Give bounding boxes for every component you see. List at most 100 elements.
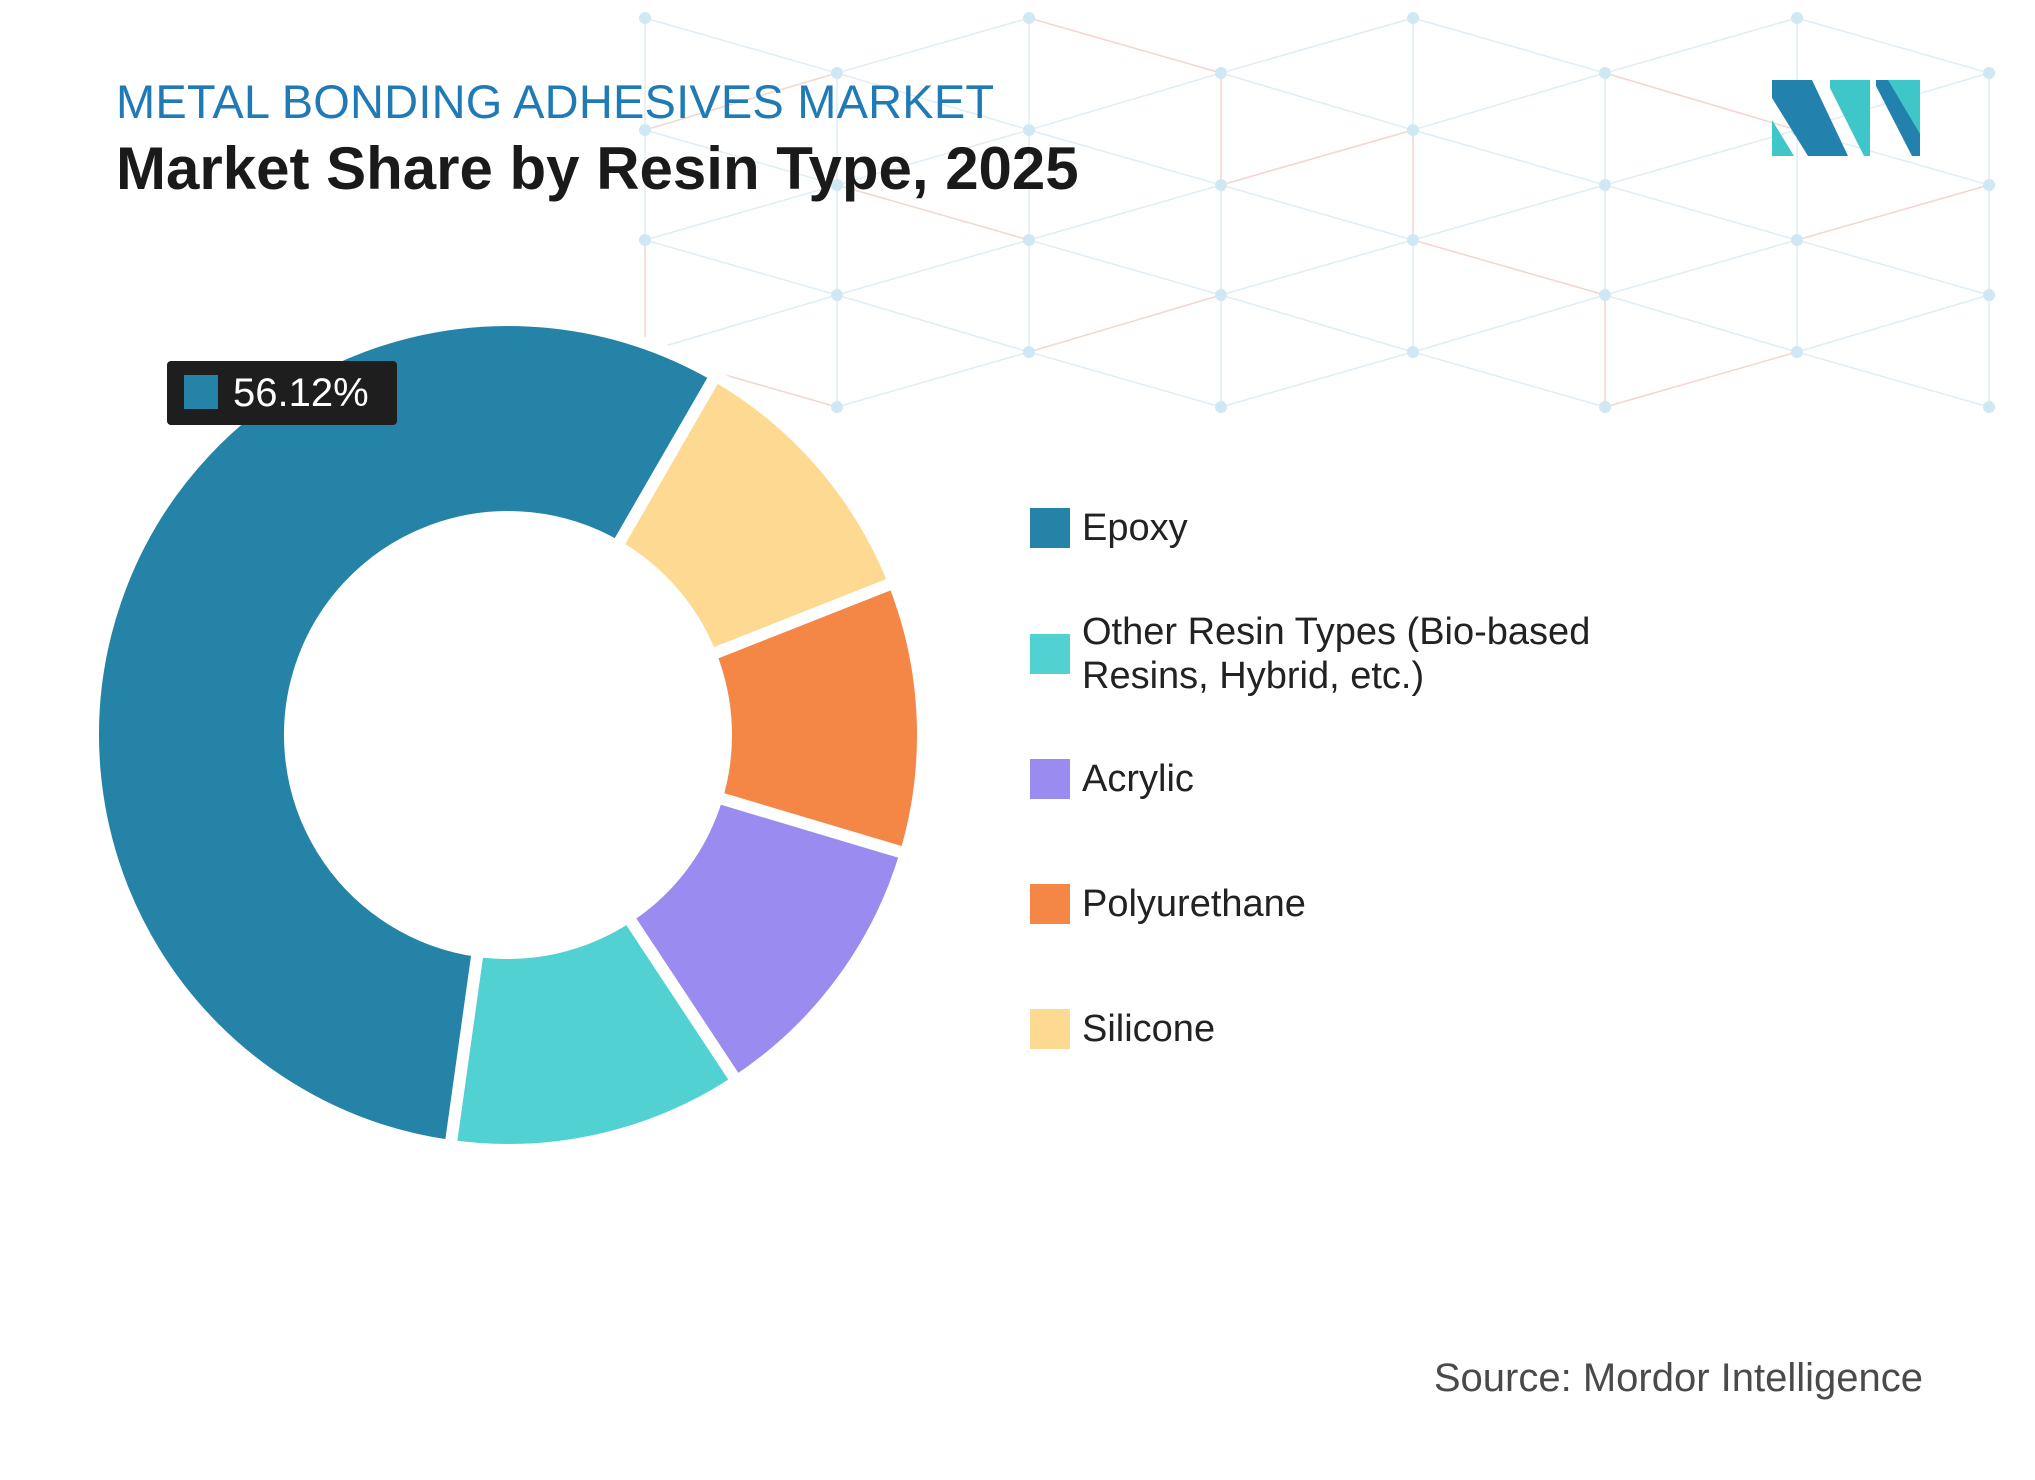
- legend-swatch: [1030, 634, 1070, 674]
- network-line: [1220, 294, 1414, 353]
- network-node: [639, 12, 651, 24]
- network-line: [1220, 17, 1414, 74]
- donut-slices: [87, 313, 929, 1156]
- network-node: [1023, 124, 1035, 136]
- legend-label: Acrylic: [1082, 758, 1194, 800]
- legend-swatch: [1030, 1009, 1070, 1049]
- source-note: Source: Mordor Intelligence: [1433, 1356, 1923, 1400]
- legend-label: Silicone: [1082, 1008, 1216, 1050]
- network-line: [644, 17, 838, 74]
- network-line: [1220, 239, 1414, 296]
- network-node: [1983, 289, 1995, 301]
- network-node: [639, 234, 651, 246]
- network-node: [1023, 346, 1035, 358]
- report-kicker: METAL BONDING ADHESIVES MARKET: [116, 75, 995, 128]
- network-line: [1220, 184, 1414, 241]
- network-line: [1604, 17, 1798, 74]
- network-node: [1407, 234, 1419, 246]
- network-line: [1220, 351, 1414, 408]
- network-line: [1796, 184, 1990, 241]
- legend-item-polyurethane[interactable]: Polyurethane: [1030, 882, 1306, 926]
- network-line: [644, 72, 838, 131]
- network-line: [1028, 239, 1222, 296]
- legend-swatch: [1030, 508, 1070, 548]
- callout-swatch: [184, 375, 218, 409]
- epoxy-callout: 56.12%: [167, 361, 397, 425]
- logo-right-accent: [1876, 80, 1920, 134]
- network-node: [639, 124, 651, 136]
- network-node: [1407, 124, 1419, 136]
- network-line: [1604, 239, 1798, 296]
- network-node: [831, 179, 843, 191]
- donut-slice-acrylic[interactable]: [619, 789, 914, 1090]
- network-line: [1220, 129, 1414, 186]
- donut-slice-epoxy[interactable]: [87, 313, 724, 1153]
- network-line: [644, 129, 838, 186]
- network-line: [1028, 72, 1222, 131]
- network-node: [831, 289, 843, 301]
- network-line: [1412, 351, 1606, 408]
- legend-label: Epoxy: [1082, 507, 1188, 549]
- legend-label: Other Resin Types (Bio-based Resins, Hyb…: [1082, 611, 1591, 697]
- network-node: [1983, 401, 1995, 413]
- network-node: [1983, 67, 1995, 79]
- network-line: [1028, 129, 1222, 186]
- network-line: [1412, 184, 1606, 241]
- legend-swatch: [1030, 759, 1070, 799]
- mordor-intelligence-logo-icon: [1772, 80, 1920, 156]
- network-node: [1791, 346, 1803, 358]
- network-node: [1215, 401, 1227, 413]
- network-line: [1796, 17, 1990, 74]
- network-node: [1023, 234, 1035, 246]
- donut-slice-silicone[interactable]: [608, 367, 902, 663]
- network-line: [1796, 239, 1990, 296]
- network-node: [1599, 401, 1611, 413]
- network-line: [644, 184, 838, 241]
- network-line: [1412, 239, 1606, 296]
- legend-item-acrylic[interactable]: Acrylic: [1030, 757, 1194, 801]
- network-line: [1604, 351, 1798, 408]
- network-line: [1028, 184, 1222, 241]
- network-line: [1028, 17, 1222, 74]
- network-line: [1604, 184, 1798, 241]
- network-line: [836, 294, 1030, 353]
- donut-slice-polyurethane[interactable]: [702, 574, 929, 862]
- callout-value-label: 56.12%: [233, 371, 369, 415]
- network-node: [1983, 179, 1995, 191]
- donut-slice-other[interactable]: [443, 908, 745, 1156]
- network-node: [1215, 67, 1227, 79]
- network-node: [1407, 12, 1419, 24]
- network-node: [1791, 234, 1803, 246]
- network-line: [1220, 72, 1414, 131]
- network-node: [1599, 179, 1611, 191]
- network-line: [1028, 294, 1222, 353]
- network-node: [1791, 12, 1803, 24]
- network-line: [836, 351, 1030, 408]
- network-line: [1796, 294, 1990, 353]
- network-line: [1412, 294, 1606, 353]
- legend-item-other[interactable]: Other Resin Types (Bio-based Resins, Hyb…: [1030, 610, 1642, 698]
- network-line: [1604, 294, 1798, 353]
- network-node: [1023, 12, 1035, 24]
- legend-item-silicone[interactable]: Silicone: [1030, 1007, 1215, 1051]
- network-node: [1215, 289, 1227, 301]
- network-node: [831, 401, 843, 413]
- network-node: [1215, 179, 1227, 191]
- logo-left-base: [1772, 120, 1794, 156]
- network-line: [836, 184, 1030, 241]
- legend-swatch: [1030, 884, 1070, 924]
- logo-middle-shape: [1830, 80, 1870, 156]
- network-line: [644, 239, 838, 296]
- network-line: [1604, 72, 1798, 131]
- legend-item-epoxy[interactable]: Epoxy: [1030, 506, 1188, 550]
- network-line: [836, 72, 1030, 131]
- network-node: [1407, 346, 1419, 358]
- network-line: [644, 294, 838, 353]
- network-node: [831, 67, 843, 79]
- network-line: [1412, 17, 1606, 74]
- network-line: [836, 129, 1030, 186]
- page-title: Market Share by Resin Type, 2025: [116, 135, 1079, 202]
- logo-left-shape: [1772, 80, 1848, 156]
